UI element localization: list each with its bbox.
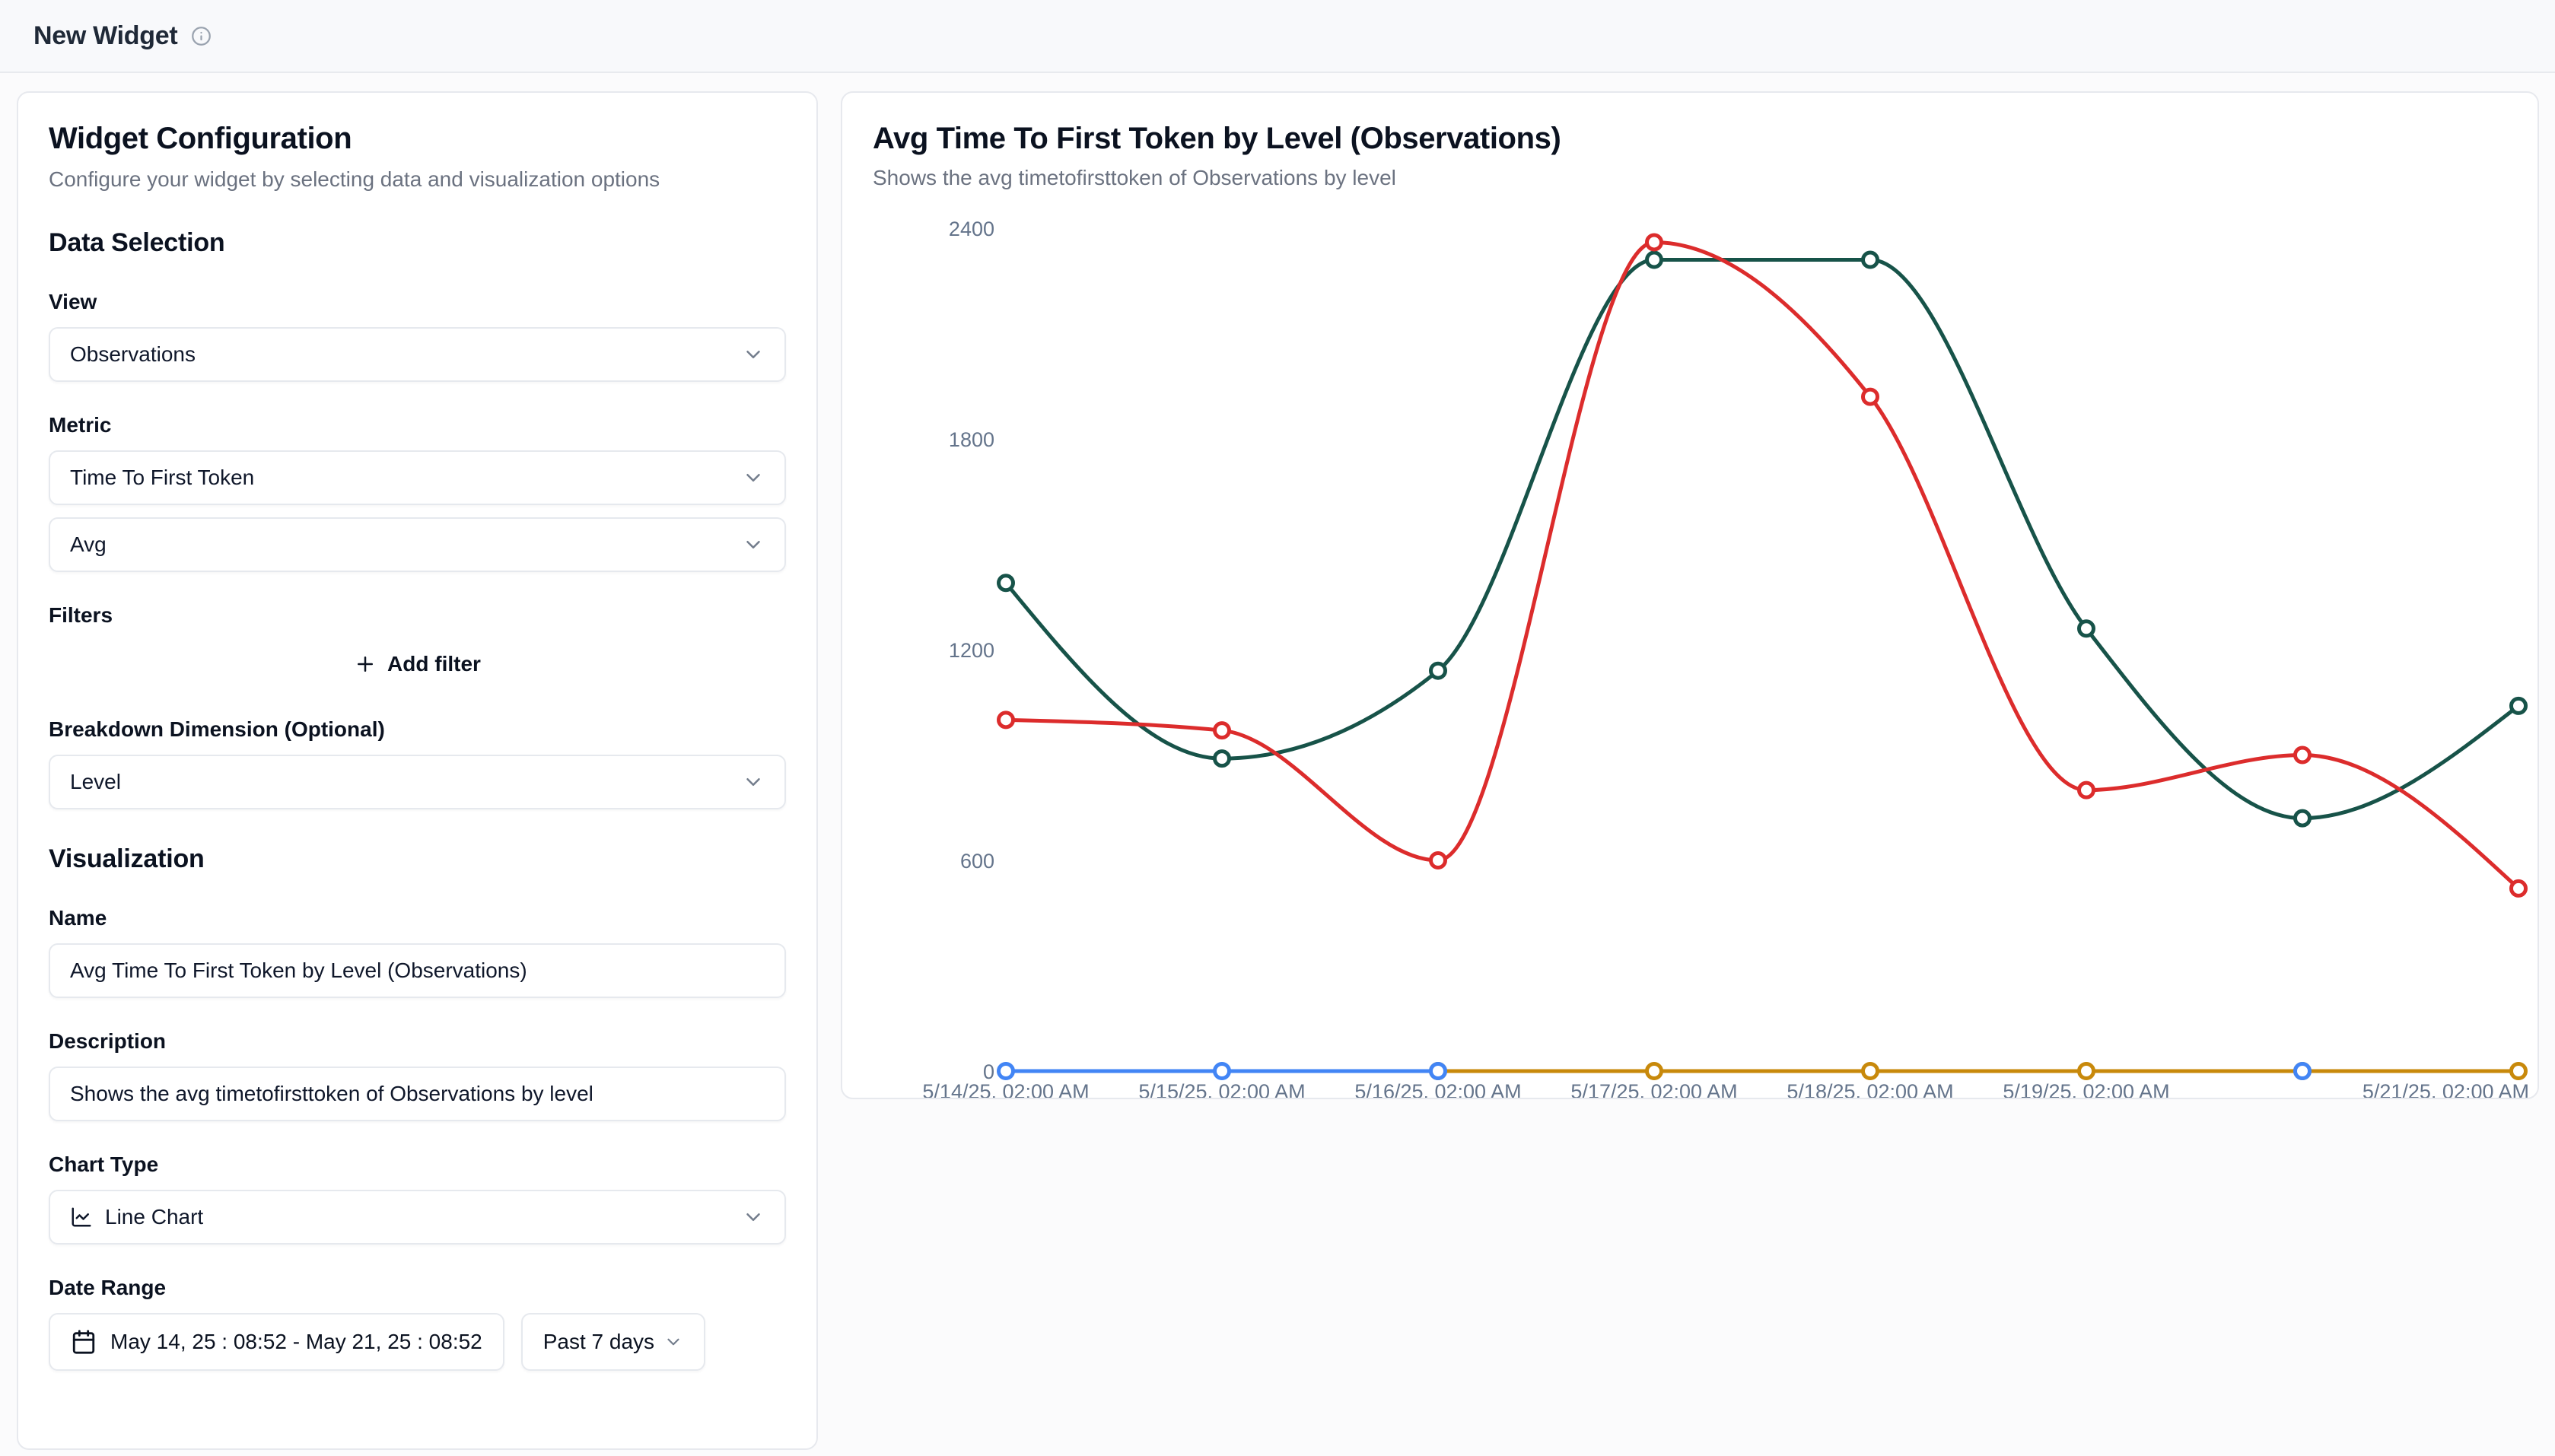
y-axis-tick: 0 [983,1060,994,1083]
chart-type-field: Chart Type Line Chart [49,1152,786,1245]
section-visualization: Visualization [49,844,205,873]
breakdown-select[interactable]: Level [49,755,786,809]
teal-line-point[interactable] [2293,809,2312,828]
x-axis-tick: 5/16/25, 02:00 AM [1354,1080,1521,1098]
config-subtitle: Configure your widget by selecting data … [49,167,660,191]
line-chart-svg: 0 600 1200 1800 2400 5/14/25, 02:00 AM 5/15/25… [922,218,2529,1098]
amber-line-point[interactable] [1645,1062,1663,1080]
red-line-point[interactable] [2509,879,2528,898]
x-axis-tick: 5/19/25, 02:00 AM [2003,1080,2169,1098]
view-select[interactable]: Observations [49,327,786,382]
amber-line-point[interactable] [2077,1062,2095,1080]
blue-line-point[interactable] [997,1062,1015,1080]
chevron-down-icon [742,771,765,793]
plus-icon [354,653,377,676]
description-label: Description [49,1029,167,1053]
chart-type-label: Chart Type [49,1152,159,1176]
widget-config-panel: Widget Configuration Configure your widg… [17,91,818,1450]
chevron-down-icon [742,343,765,366]
filters-field: Filters Add filter [49,602,786,686]
teal-line-point[interactable] [2077,619,2095,638]
date-range-label: Date Range [49,1276,167,1299]
config-title: Widget Configuration [49,122,352,155]
x-axis-tick: 5/14/25, 02:00 AM [922,1080,1089,1098]
red-line-point[interactable] [2077,780,2095,800]
chart-title: Avg Time To First Token by Level (Observ… [873,122,1561,155]
x-axis-tick: 5/15/25, 02:00 AM [1138,1080,1305,1098]
line-chart-icon [70,1206,93,1229]
description-input[interactable] [49,1067,786,1121]
page-title: New Widget [33,21,178,50]
teal-line [1004,258,2521,821]
chart-type-select[interactable]: Line Chart [49,1190,786,1245]
aggregation-select-value: Avg [70,532,107,556]
teal-line-point[interactable] [1213,749,1231,768]
teal-line-point[interactable] [1429,661,1447,680]
aggregation-select[interactable]: Avg [49,517,786,572]
red-line-point[interactable] [2293,745,2312,765]
metric-select[interactable]: Time To First Token [49,450,786,505]
y-axis-tick: 1200 [949,639,994,662]
name-field: Name [49,905,786,998]
amber-line-point[interactable] [2509,1062,2528,1080]
chevron-down-icon [742,466,765,489]
date-preset-button[interactable]: Past 7 days [520,1313,706,1371]
breakdown-select-value: Level [70,770,121,793]
filters-label: Filters [49,603,113,627]
info-icon[interactable] [191,26,212,46]
view-label: View [49,290,97,313]
chart-subtitle: Shows the avg timetofirsttoken of Observ… [873,166,1396,189]
name-label: Name [49,906,107,930]
teal-line-point[interactable] [2509,696,2528,715]
chevron-down-icon [742,1206,765,1229]
red-line-point[interactable] [1861,387,1879,406]
date-range-button[interactable]: May 14, 25 : 08:52 - May 21, 25 : 08:52 [49,1313,504,1371]
view-field: View Observations [49,289,786,382]
date-range-row: May 14, 25 : 08:52 - May 21, 25 : 08:52 … [49,1313,786,1371]
date-range-value: May 14, 25 : 08:52 - May 21, 25 : 08:52 [110,1330,482,1353]
amber-line-point[interactable] [1861,1062,1879,1080]
top-header: New Widget [0,0,2555,73]
metric-select-value: Time To First Token [70,466,255,489]
blue-line-point[interactable] [2293,1062,2312,1080]
date-range-field: Date Range May 14, 25 : 08:52 - May 21, … [49,1275,786,1371]
red-line-point[interactable] [997,711,1015,730]
chevron-down-icon [742,533,765,556]
y-axis-tick: 600 [960,850,994,873]
y-axis-tick: 1800 [949,428,994,451]
chevron-down-icon [663,1332,683,1352]
breakdown-field: Breakdown Dimension (Optional) Level [49,717,786,809]
red-line-point[interactable] [1213,721,1231,740]
red-line-point[interactable] [1429,851,1447,869]
y-axis-tick: 2400 [949,218,994,240]
section-data-selection: Data Selection [49,228,225,257]
red-line-point[interactable] [1645,233,1663,252]
add-filter-button[interactable]: Add filter [49,642,786,686]
name-input[interactable] [49,943,786,998]
metric-field: Metric Time To First Token Avg [49,412,786,572]
add-filter-label: Add filter [387,652,481,676]
x-axis-tick: 5/17/25, 02:00 AM [1570,1080,1737,1098]
chart-type-select-value: Line Chart [105,1205,204,1229]
teal-line-point[interactable] [1861,250,1879,269]
blue-line-point[interactable] [1429,1062,1447,1080]
x-axis-tick: 5/18/25, 02:00 AM [1787,1080,1953,1098]
blue-line-point[interactable] [1213,1062,1231,1080]
red-line [1004,240,2521,891]
description-field: Description [49,1028,786,1121]
date-preset-value: Past 7 days [542,1330,655,1353]
view-select-value: Observations [70,342,196,366]
metric-label: Metric [49,413,112,437]
calendar-icon [71,1329,97,1355]
teal-line-point[interactable] [997,574,1015,593]
chart-panel: Avg Time To First Token by Level (Observ… [841,91,2539,1099]
breakdown-label: Breakdown Dimension (Optional) [49,717,385,741]
teal-line-point[interactable] [1645,250,1663,269]
x-axis-tick: 5/21/25, 02:00 AM [2362,1080,2529,1098]
